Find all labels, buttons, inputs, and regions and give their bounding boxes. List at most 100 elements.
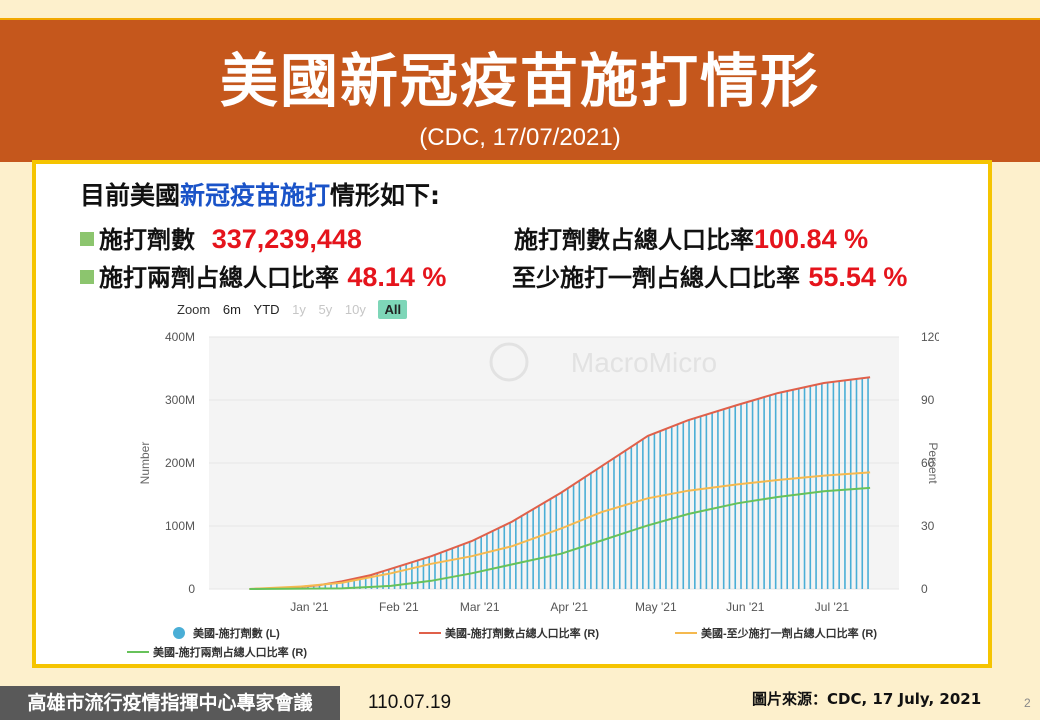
x-tick-label: Jul '21: [815, 600, 850, 614]
bar: [543, 502, 546, 589]
bar: [751, 400, 754, 589]
bar: [838, 380, 840, 589]
y-left-tick-label: 400M: [165, 330, 195, 344]
bar: [382, 571, 384, 589]
bar: [491, 531, 494, 589]
x-tick-label: May '21: [635, 600, 677, 614]
x-tick-label: Apr '21: [550, 600, 588, 614]
stat-value: 337,239,448: [211, 224, 362, 254]
x-tick-label: Jun '21: [726, 600, 765, 614]
stat-one-dose: 至少施打一劑占總人口比率 55.54 %: [512, 258, 907, 293]
legend-marker: [173, 627, 185, 639]
y-left-tick-label: 200M: [165, 456, 195, 470]
bar: [468, 542, 471, 589]
zoom-label: Zoom: [177, 302, 211, 317]
bar: [387, 569, 390, 589]
bar: [353, 578, 355, 589]
y-left-tick-label: 0: [188, 582, 195, 596]
bullet-square-icon: [80, 232, 94, 246]
bar: [607, 462, 610, 589]
bar: [324, 584, 327, 589]
bar: [849, 379, 852, 589]
bar: [584, 477, 586, 589]
legend-label: 美國-施打兩劑占總人口比率 (R): [153, 645, 307, 659]
bar: [630, 447, 633, 589]
bar: [601, 466, 604, 589]
bar: [451, 548, 454, 589]
vaccination-chart: 0 0 100M 30 200M 60 300M 90 400M 120 MacroMicro Jan…: [127, 330, 941, 659]
footer-date: 110.07.19: [368, 692, 452, 713]
bar: [538, 506, 540, 589]
bar: [376, 573, 379, 589]
bar: [457, 546, 459, 589]
stat-label: 施打劑數: [99, 226, 195, 254]
bar: [624, 451, 627, 589]
bar: [699, 416, 702, 589]
bar: [399, 566, 402, 589]
bar: [774, 393, 777, 589]
y-left-tick-label: 100M: [165, 519, 195, 533]
bar: [555, 496, 558, 589]
bar: [826, 382, 829, 589]
bar: [740, 404, 742, 589]
two-dose-line: [249, 486, 871, 590]
y-right-axis-title: Percent: [926, 442, 939, 484]
bar: [717, 411, 719, 589]
zoom-ytd-button[interactable]: YTD: [253, 302, 280, 317]
stat-label: 施打兩劑占總人口比率: [99, 264, 339, 292]
bar: [520, 516, 523, 589]
x-tick-label: Mar '21: [460, 600, 500, 614]
stat-doses: 施打劑數 337,239,448: [80, 220, 362, 255]
bar: [532, 509, 534, 589]
zoom-all-button[interactable]: All: [378, 300, 408, 319]
stat-value: 100.84 %: [754, 224, 869, 254]
bar: [497, 528, 500, 589]
bar: [659, 431, 661, 589]
bar: [809, 386, 812, 589]
stat-value: 48.14 %: [347, 262, 447, 292]
bar: [676, 424, 679, 589]
chart-container: Zoom 6m YTD 1y 5y 10y All 0 0 100M 30 200M 60…: [99, 292, 941, 662]
bar: [445, 550, 448, 589]
page-number: 2: [1024, 696, 1031, 710]
bar: [653, 433, 656, 589]
bar: [665, 429, 667, 589]
bar: [722, 409, 725, 589]
y-right-tick-label: 60: [921, 456, 935, 470]
stat-doses-pct: 施打劑數占總人口比率100.84 %: [514, 220, 868, 255]
bar: [670, 426, 673, 589]
bar: [566, 488, 569, 589]
bar: [590, 473, 592, 589]
x-tick-label: Feb '21: [379, 600, 419, 614]
bar: [855, 378, 858, 589]
bar: [428, 557, 431, 589]
zoom-10y-button[interactable]: 10y: [344, 302, 366, 317]
bar: [549, 499, 552, 589]
bar: [370, 575, 373, 589]
bar: [347, 580, 350, 589]
bar: [745, 402, 748, 589]
slide-title: 美國新冠疫苗施打情形: [219, 47, 820, 115]
bar: [792, 389, 794, 589]
bar: [821, 383, 823, 589]
bar: [613, 458, 615, 589]
bar: [688, 420, 690, 589]
bar: [844, 380, 846, 589]
zoom-5y-button[interactable]: 5y: [318, 302, 333, 317]
bullet-square-icon: [80, 270, 94, 284]
zoom-6m-button[interactable]: 6m: [222, 302, 241, 317]
watermark-text: MacroMicro: [571, 347, 717, 378]
intro-post: 情形如下:: [330, 181, 441, 210]
bar: [618, 454, 621, 589]
zoom-1y-button[interactable]: 1y: [292, 302, 306, 317]
bar: [572, 485, 575, 589]
bar: [642, 439, 644, 589]
bar: [861, 377, 864, 589]
y-right-tick-label: 0: [921, 582, 928, 596]
bar: [832, 381, 835, 589]
bar: [728, 407, 731, 589]
bar: [422, 558, 425, 589]
bar: [705, 414, 708, 589]
y-left-tick-label: 300M: [165, 393, 195, 407]
bar: [359, 577, 361, 589]
